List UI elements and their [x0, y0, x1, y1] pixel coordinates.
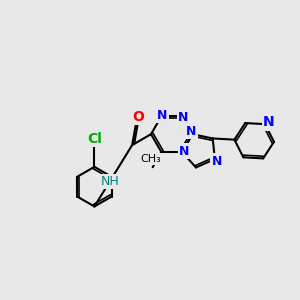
Text: CH₃: CH₃	[140, 154, 161, 164]
Text: N: N	[178, 111, 188, 124]
Text: N: N	[179, 145, 189, 158]
Text: N: N	[186, 125, 197, 138]
Text: Cl: Cl	[87, 132, 102, 146]
Text: O: O	[132, 110, 144, 124]
Text: N: N	[157, 109, 168, 122]
Text: NH: NH	[101, 175, 120, 188]
Text: N: N	[212, 154, 222, 167]
Text: N: N	[263, 115, 275, 129]
